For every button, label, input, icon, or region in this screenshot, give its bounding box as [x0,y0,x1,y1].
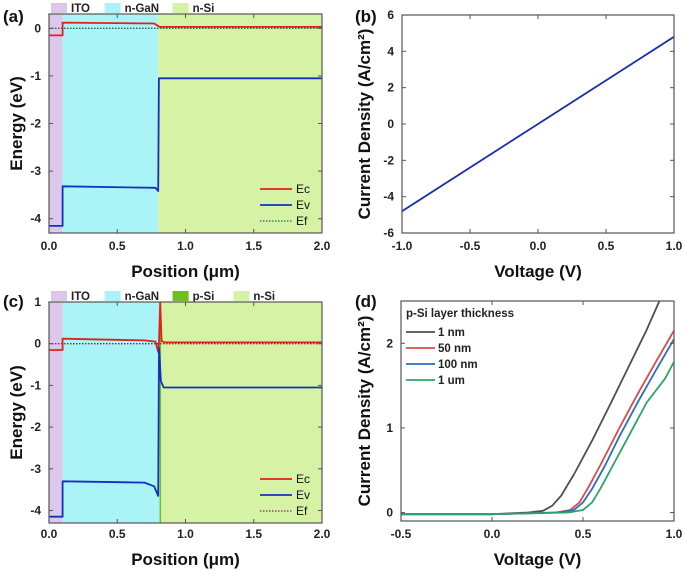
y-tick-label: 1 [34,295,41,309]
y-axis-label: Current Density (A/cm²) [355,316,374,507]
series-line-1-um [401,361,674,516]
legend-label: 50 nm [438,343,471,355]
x-tick-label: 1.0 [177,239,194,253]
panel-d: -0.5 0.0 0.5 1.0 2 1 0 (d) Voltage (V) Current De… [355,292,683,569]
y-tick-label: 0 [386,506,393,520]
x-tick-label: 0.0 [484,527,501,541]
legend-label: 100 nm [438,359,478,371]
y-tick-label: 0 [34,337,41,351]
region-legend-swatch [172,291,189,301]
x-tick-label: 2.0 [314,239,331,253]
region-legend-swatch [104,3,121,13]
y-tick-label: -2 [30,117,41,131]
region-legend-swatch [172,3,189,13]
x-tick-label: -1.0 [392,239,413,253]
x-tick-label: 0.0 [41,239,58,253]
region-legend-label: n-Si [253,291,275,303]
region-legend-label: ITO [71,3,90,15]
y-tick-label: -6 [383,226,394,240]
panel-label: (b) [355,7,377,26]
legend-label: 1 um [438,375,465,387]
x-tick-label: -0.5 [460,239,481,253]
x-tick-label: 0.5 [109,239,126,253]
plot-frame [400,300,675,522]
panel-c: ITO n-GaN p-Si n-Si 0.0 0.5 1.0 1.5 2.0 1 0 -1 -2 -3 -… [3,291,331,569]
x-tick-label: 1.5 [245,239,262,253]
region-ito [49,14,63,233]
y-tick-label: 1 [386,421,393,435]
x-tick-label: 1.0 [666,527,683,541]
region-legend-label: ITO [71,291,90,303]
legend-label: Ev [296,198,310,212]
region-legend-label: n-Si [193,3,215,15]
y-tick-label: -3 [30,164,41,178]
y-tick-label: -4 [383,190,394,204]
region-p-si [159,302,162,523]
region-n-si [158,14,322,233]
y-axis-label: Current Density (A/cm²) [355,29,374,220]
y-tick-label: 2 [386,336,393,350]
panel-b: -1.0 -0.5 0.0 0.5 1.0 6 4 2 0 -2 -4 -6 (b) Voltage (V… [355,7,683,281]
legend-label: Ev [296,488,310,502]
y-tick-label: -3 [30,462,41,476]
y-tick-label: -4 [30,503,41,517]
region-n-gan [62,302,160,523]
region-n-si [161,302,322,523]
series-line-ev [49,77,322,227]
legend-label: Ef [296,214,308,228]
x-axis-label: Voltage (V) [494,262,582,281]
region-legend-swatch [51,291,67,301]
panel-label: (d) [355,292,377,311]
x-tick-label: -0.5 [391,527,412,541]
region-legend-label: n-GaN [125,3,160,15]
y-tick-label: 4 [387,44,394,58]
region-n-gan [62,14,159,233]
legend-label: Ec [296,472,310,486]
x-tick-label: 2.0 [314,527,331,541]
y-tick-label: 0 [34,21,41,35]
region-legend-swatch [51,3,67,13]
x-tick-label: 1.5 [245,527,262,541]
legend-label: 1 nm [438,327,465,339]
x-axis-label: Position (μm) [131,550,240,569]
y-tick-label: -1 [30,378,41,392]
series-line-ec [49,21,322,37]
x-tick-label: 1.0 [666,239,683,253]
x-tick-label: 0.0 [41,527,58,541]
y-tick-label: 0 [387,117,394,131]
legend-title: p-Si layer thickness [406,308,514,320]
region-legend-label: n-GaN [125,291,160,303]
y-tick-label: 2 [387,81,394,95]
panel-label: (a) [3,7,24,26]
panel-a: ITO n-GaN n-Si 0.0 0.5 1.0 1.5 2.0 0 -1 -2 -3 -4 (a) P… [3,3,331,281]
legend-label: Ec [296,182,310,196]
region-ito [49,302,63,523]
x-tick-label: 0.0 [530,239,547,253]
x-tick-label: 0.5 [109,527,126,541]
y-tick-label: -2 [30,420,41,434]
x-tick-label: 1.0 [177,527,194,541]
y-axis-label: Energy (eV) [7,76,26,170]
y-tick-label: -4 [30,212,41,226]
x-tick-label: 0.5 [575,527,592,541]
x-axis-label: Voltage (V) [494,550,582,569]
region-legend-swatch [104,291,121,301]
series-line [402,36,674,212]
region-legend-swatch [233,291,250,301]
panel-label: (c) [3,292,24,311]
legend-label: Ef [296,504,308,518]
region-legend-label: p-Si [193,291,215,303]
y-tick-label: -2 [383,153,394,167]
y-axis-label: Energy (eV) [7,365,26,459]
y-tick-label: -1 [30,69,41,83]
x-axis-label: Position (μm) [131,262,240,281]
series-line-ev [49,347,322,518]
y-tick-label: 6 [387,8,394,22]
x-tick-label: 0.5 [598,239,615,253]
